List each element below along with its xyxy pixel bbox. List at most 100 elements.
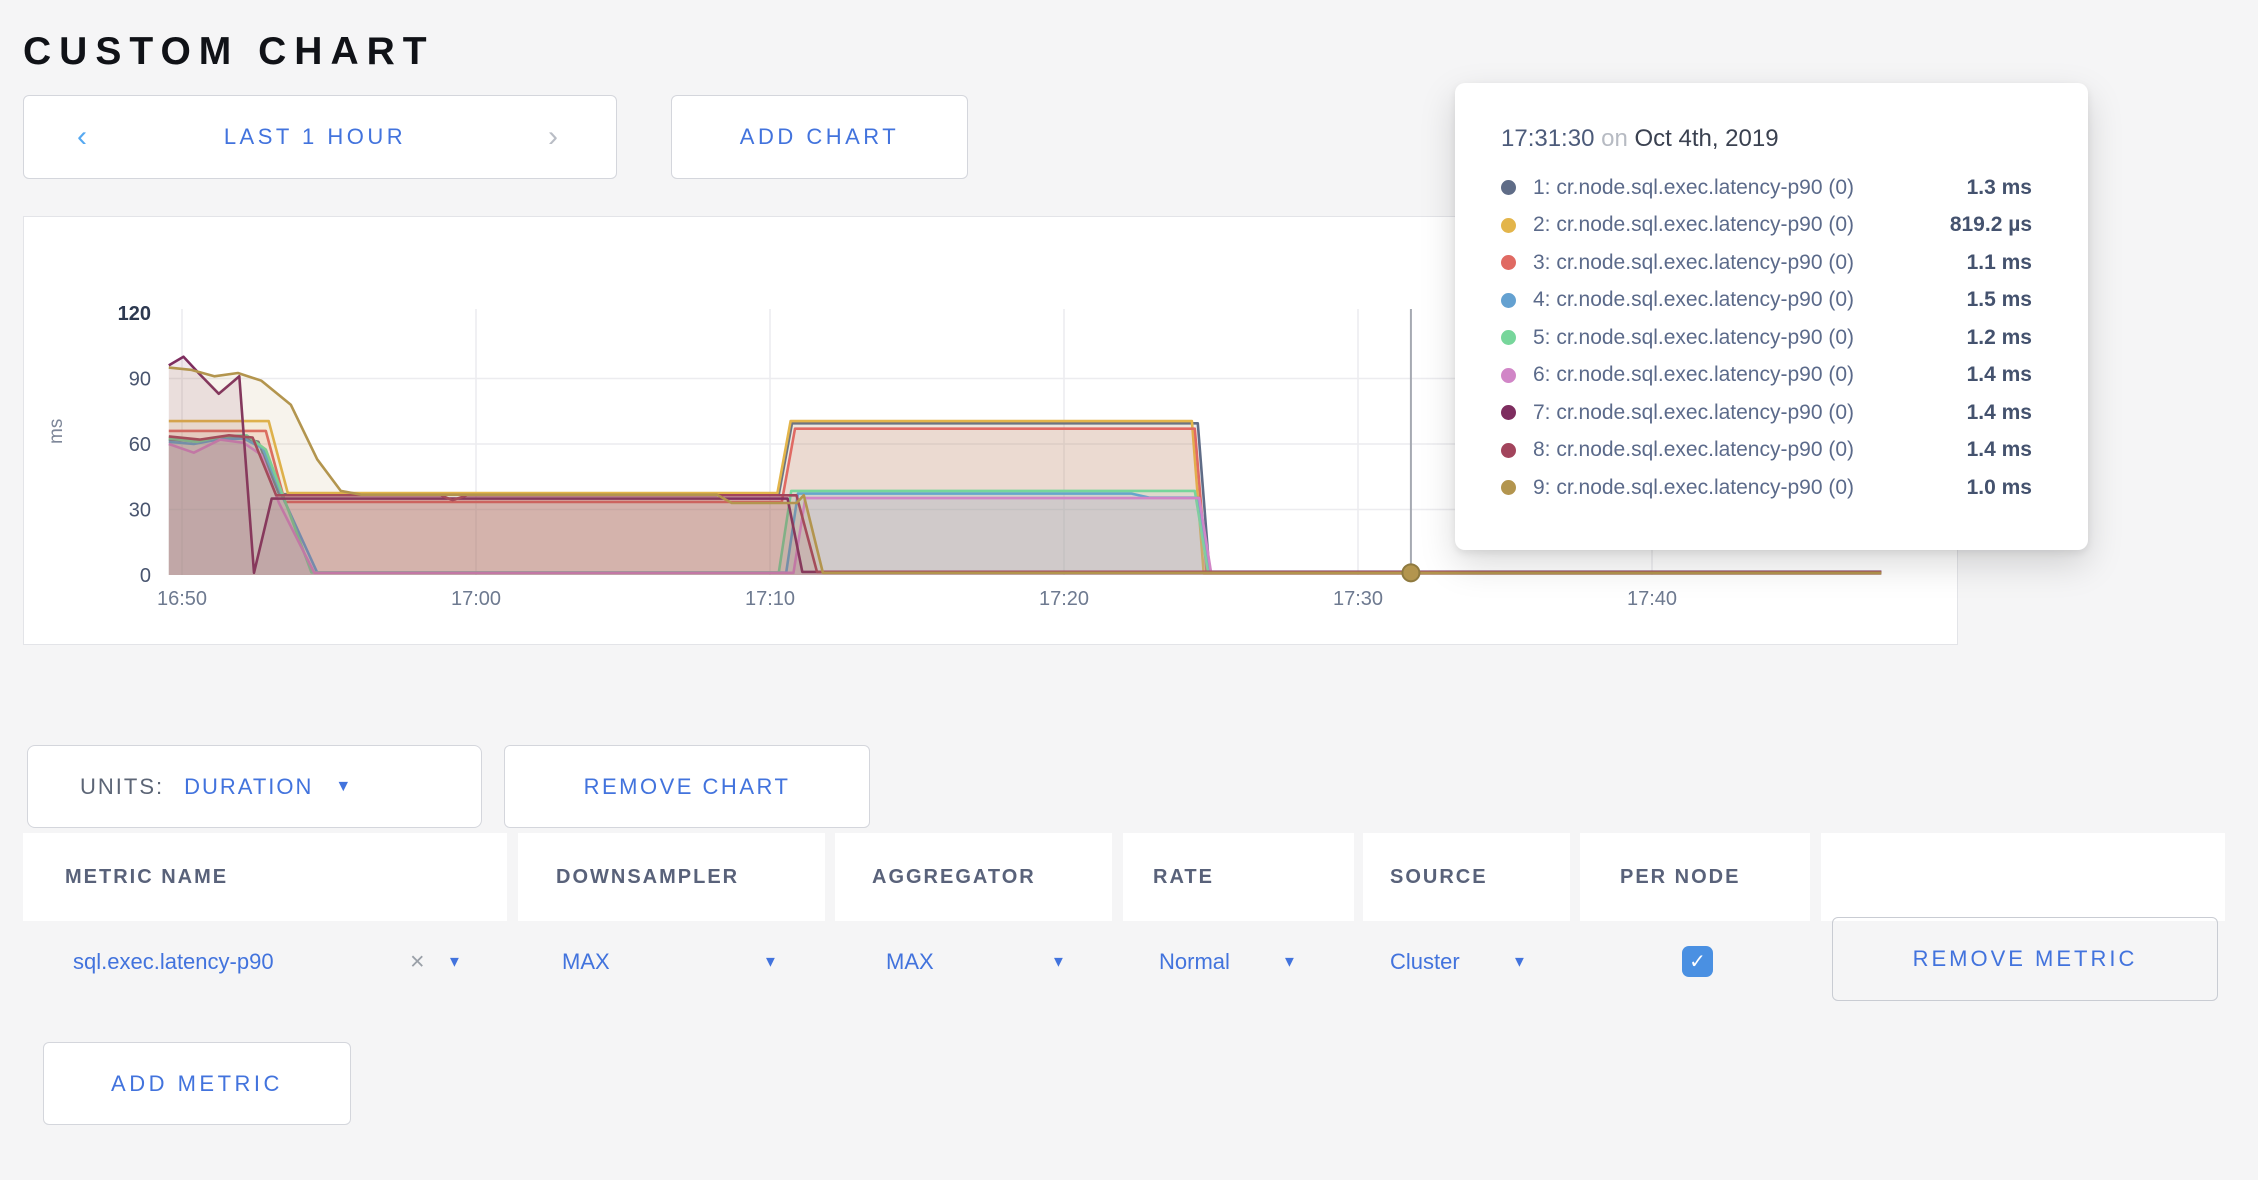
tooltip-legend-row: 5: cr.node.sql.exec.latency-p90 (0) 1.2 m…	[1501, 319, 2032, 357]
y-tick-label: 0	[140, 565, 151, 587]
series-line-2	[168, 419, 1882, 575]
series-area-9	[168, 367, 1882, 575]
tooltip-series-label: 8: cr.node.sql.exec.latency-p90 (0)	[1533, 438, 1855, 462]
tooltip-series-value: 819.2 µs	[1949, 213, 2032, 237]
tooltip-series-value: 1.1 ms	[1966, 250, 2032, 274]
rate-caret-icon[interactable]: ▼	[1282, 953, 1297, 971]
metric-row: sql.exec.latency-p90 × ▼ MAX ▼ MAX ▼ Nor…	[23, 917, 2258, 1004]
tooltip-series-value: 1.0 ms	[1966, 475, 2032, 499]
source-select[interactable]: Cluster	[1390, 949, 1460, 974]
check-icon: ✓	[1689, 951, 1706, 973]
series-area-4	[168, 438, 1882, 575]
x-tick-label: 17:40	[1627, 588, 1677, 610]
tooltip-series-label: 6: cr.node.sql.exec.latency-p90 (0)	[1533, 363, 1855, 387]
series-line-9	[168, 366, 1882, 575]
tooltip-series-value: 1.5 ms	[1966, 288, 2032, 312]
column-header-metric-name: METRIC NAME	[23, 833, 507, 921]
x-tick-label: 17:30	[1333, 588, 1383, 610]
tooltip-legend-row: 1: cr.node.sql.exec.latency-p90 (0) 1.3 m…	[1501, 169, 2032, 207]
aggregator-caret-icon[interactable]: ▼	[1051, 953, 1066, 971]
y-axis-unit-label: ms	[46, 419, 67, 444]
tooltip-series-value: 1.2 ms	[1966, 325, 2032, 349]
series-dot-icon	[1501, 180, 1516, 196]
tooltip-legend-row: 3: cr.node.sql.exec.latency-p90 (0) 1.1 m…	[1501, 244, 2032, 282]
chevron-right-icon: ›	[548, 120, 558, 153]
page-title: CUSTOM CHART	[23, 30, 435, 74]
series-area-3	[168, 428, 1882, 575]
downsampler-caret-icon[interactable]: ▼	[763, 953, 778, 971]
tooltip-legend-row: 2: cr.node.sql.exec.latency-p90 (0) 819.2…	[1501, 207, 2032, 245]
series-dot-icon	[1501, 367, 1516, 383]
column-header-per-node: PER NODE	[1580, 833, 1810, 921]
time-next-button[interactable]: ›	[490, 96, 616, 178]
tooltip-series-label: 7: cr.node.sql.exec.latency-p90 (0)	[1533, 400, 1855, 424]
series-dot-icon	[1501, 292, 1516, 308]
tooltip-title: 17:31:30 on Oct 4th, 2019	[1501, 125, 2032, 153]
aggregator-select[interactable]: MAX	[886, 949, 934, 974]
series-dot-icon	[1501, 217, 1516, 233]
tooltip-series-label: 5: cr.node.sql.exec.latency-p90 (0)	[1533, 325, 1855, 349]
time-prev-button[interactable]: ‹	[24, 96, 140, 178]
column-header-rate: RATE	[1123, 833, 1354, 921]
units-label: UNITS:	[80, 773, 165, 799]
add-chart-button[interactable]: ADD CHART	[671, 95, 968, 179]
tooltip-series-label: 1: cr.node.sql.exec.latency-p90 (0)	[1533, 175, 1855, 199]
tooltip-series-label: 4: cr.node.sql.exec.latency-p90 (0)	[1533, 288, 1855, 312]
clear-metric-icon[interactable]: ×	[410, 947, 425, 976]
remove-chart-button[interactable]: REMOVE CHART	[504, 745, 870, 828]
chart-tooltip: 17:31:30 on Oct 4th, 2019 1: cr.node.sql…	[1455, 83, 2088, 550]
series-dot-icon	[1501, 405, 1516, 421]
column-header-downsampler: DOWNSAMPLER	[518, 833, 825, 921]
units-value: DURATION	[184, 773, 314, 799]
tooltip-time: 17:31:30	[1501, 125, 1595, 152]
tooltip-legend: 1: cr.node.sql.exec.latency-p90 (0) 1.3 m…	[1501, 169, 2032, 507]
latency-line-chart[interactable]: 16:50 17:00 17:10 17:20 17:30 17:40 0 30 60 90 120…	[24, 217, 1957, 644]
series-dot-icon	[1501, 330, 1516, 346]
series-area-6	[168, 439, 1882, 575]
remove-metric-button[interactable]: REMOVE METRIC	[1832, 917, 2218, 1001]
series-line-7	[168, 355, 1882, 575]
per-node-checkbox[interactable]: ✓	[1682, 946, 1713, 977]
metric-name-value[interactable]: sql.exec.latency-p90	[73, 949, 274, 974]
x-tick-label: 16:50	[157, 588, 207, 610]
chevron-down-icon: ▼	[335, 777, 352, 795]
time-range-nav: ‹ LAST 1 HOUR ›	[23, 95, 617, 179]
x-tick-label: 17:00	[451, 588, 501, 610]
series-area-7	[168, 356, 1882, 575]
column-header-aggregator: AGGREGATOR	[835, 833, 1112, 921]
y-tick-label: 60	[129, 434, 151, 456]
tooltip-legend-row: 7: cr.node.sql.exec.latency-p90 (0) 1.4 m…	[1501, 394, 2032, 432]
units-dropdown[interactable]: UNITS: DURATION ▼	[27, 745, 482, 828]
tooltip-series-label: 3: cr.node.sql.exec.latency-p90 (0)	[1533, 250, 1855, 274]
time-range-button[interactable]: LAST 1 HOUR	[140, 96, 490, 178]
x-tick-label: 17:20	[1039, 588, 1089, 610]
tooltip-series-value: 1.3 ms	[1966, 175, 2032, 199]
add-metric-button[interactable]: ADD METRIC	[43, 1042, 351, 1125]
tooltip-legend-row: 6: cr.node.sql.exec.latency-p90 (0) 1.4 m…	[1501, 357, 2032, 395]
y-tick-label: 90	[129, 369, 151, 391]
tooltip-legend-row: 4: cr.node.sql.exec.latency-p90 (0) 1.5 m…	[1501, 282, 2032, 320]
series-dot-icon	[1501, 255, 1516, 271]
tooltip-on-word: on	[1601, 125, 1628, 152]
series-area-8	[168, 435, 1882, 575]
tooltip-series-value: 1.4 ms	[1966, 438, 2032, 462]
source-caret-icon[interactable]: ▼	[1512, 953, 1527, 971]
series-dot-icon	[1501, 480, 1516, 496]
tooltip-legend-row: 8: cr.node.sql.exec.latency-p90 (0) 1.4 m…	[1501, 432, 2032, 470]
rate-select[interactable]: Normal	[1159, 949, 1230, 974]
metric-name-caret-icon[interactable]: ▼	[447, 953, 462, 971]
y-tick-label: 30	[129, 500, 151, 522]
x-tick-label: 17:10	[745, 588, 795, 610]
tooltip-series-label: 2: cr.node.sql.exec.latency-p90 (0)	[1533, 213, 1855, 237]
series-dot-icon	[1501, 442, 1516, 458]
tooltip-date: Oct 4th, 2019	[1634, 125, 1779, 152]
tooltip-series-value: 1.4 ms	[1966, 363, 2032, 387]
tooltip-series-value: 1.4 ms	[1966, 400, 2032, 424]
tooltip-legend-row: 9: cr.node.sql.exec.latency-p90 (0) 1.0 m…	[1501, 469, 2032, 507]
chevron-left-icon: ‹	[77, 120, 87, 153]
series-line-6	[168, 438, 1882, 575]
downsampler-select[interactable]: MAX	[562, 949, 610, 974]
column-header-filler	[1821, 833, 2225, 921]
hover-dot	[1401, 563, 1421, 583]
